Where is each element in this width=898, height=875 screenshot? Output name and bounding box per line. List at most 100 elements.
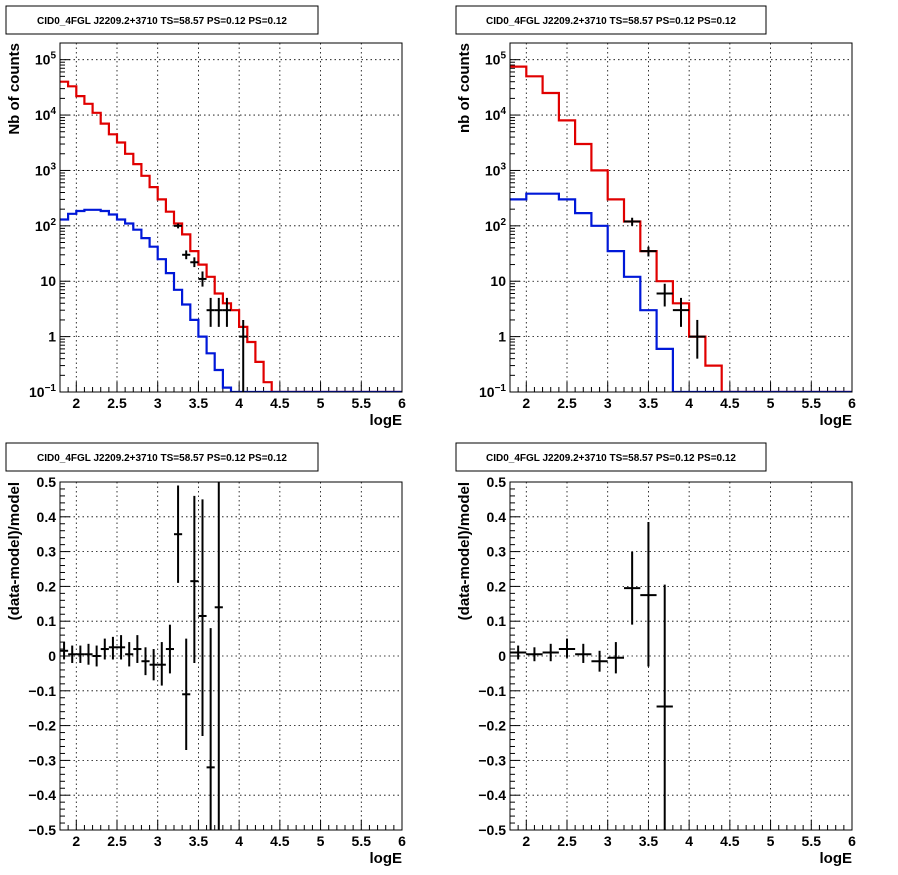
plot-content [510, 522, 673, 830]
x-tick-label: 4.5 [720, 395, 740, 411]
x-tick-label: 3 [154, 395, 162, 411]
x-tick-label: 2 [522, 833, 530, 849]
panel-title: CID0_4FGL J2209.2+3710 TS=58.57 PS=0.12 … [37, 453, 287, 464]
x-tick-label: 4 [685, 833, 693, 849]
y-tick-label: −0.2 [28, 718, 56, 734]
y-axis-label: (data-model)/model [456, 482, 473, 620]
series-errorbars [174, 223, 248, 392]
panel-title-box [455, 442, 767, 472]
x-tick-label: 3.5 [189, 833, 209, 849]
x-tick-label: 2 [72, 395, 80, 411]
x-tick-label: 4.5 [270, 833, 290, 849]
y-tick-label: 1 [498, 329, 506, 345]
y-tick-label: 0.5 [37, 474, 57, 490]
panel-title-box [455, 5, 767, 35]
y-tick-label: 10 [490, 273, 506, 289]
y-tick-label: 0.1 [37, 613, 57, 629]
x-tick-label: 3 [604, 833, 612, 849]
grid [60, 43, 402, 392]
y-tick-label: 105 [485, 51, 507, 68]
x-axis-label: logE [820, 412, 853, 429]
series-step-2 [510, 192, 852, 392]
series-step-2 [60, 208, 402, 392]
x-tick-label: 5.5 [352, 833, 372, 849]
plot-area [60, 43, 402, 392]
x-tick-label: 4 [235, 395, 243, 411]
plot-area [510, 43, 852, 392]
plot-frame [509, 481, 853, 831]
y-tick-label: 0.5 [487, 474, 507, 490]
y-tick-label: 0 [498, 648, 506, 664]
x-tick-label: 6 [398, 833, 406, 849]
x-tick-label: 6 [848, 833, 856, 849]
x-tick-label: 5.5 [802, 395, 822, 411]
x-tick-label: 5.5 [802, 833, 822, 849]
y-tick-label: 105 [35, 51, 57, 68]
y-tick-label: 0.2 [487, 578, 507, 594]
x-tick-label: 2.5 [557, 833, 577, 849]
y-tick-label: −0.1 [28, 683, 56, 699]
y-tick-label: −0.2 [478, 718, 506, 734]
x-tick-label: 5 [767, 833, 775, 849]
y-tick-label: 0.3 [487, 544, 507, 560]
x-tick-label: 3.5 [639, 833, 659, 849]
panel-title: CID0_4FGL J2209.2+3710 TS=58.57 PS=0.12 … [486, 16, 736, 27]
x-tick-label: 3 [154, 833, 162, 849]
x-tick-label: 4 [235, 833, 243, 849]
y-tick-label: 104 [35, 106, 57, 123]
grid [510, 43, 852, 392]
plot-frame [59, 481, 403, 831]
x-tick-label: 4.5 [720, 833, 740, 849]
x-tick-label: 4.5 [270, 395, 290, 411]
panel-title-box [5, 5, 319, 35]
plot-content [510, 65, 852, 392]
x-tick-label: 5.5 [352, 395, 372, 411]
x-tick-label: 2 [72, 833, 80, 849]
x-tick-label: 3 [604, 395, 612, 411]
x-axis-label: logE [370, 412, 403, 429]
ticks [59, 42, 403, 393]
y-tick-label: 103 [35, 161, 57, 178]
plot-content [60, 80, 402, 392]
y-tick-label: 10−1 [479, 383, 506, 400]
panel-3: CID0_4FGL J2209.2+3710 TS=58.57 PS=0.12 … [5, 442, 406, 867]
y-tick-label: 103 [485, 161, 507, 178]
y-tick-label: 102 [35, 217, 57, 234]
y-tick-label: −0.3 [28, 752, 56, 768]
y-tick-label: 0.4 [487, 509, 507, 525]
x-tick-label: 5 [317, 395, 325, 411]
y-tick-label: 104 [485, 106, 507, 123]
grid [60, 482, 402, 830]
y-tick-label: 10−1 [29, 383, 56, 400]
y-tick-label: −0.4 [478, 787, 506, 803]
x-tick-label: 6 [848, 395, 856, 411]
series-step-1 [60, 80, 402, 392]
y-tick-label: 0.2 [37, 578, 57, 594]
plot-frame [509, 42, 853, 393]
panel-title-box [5, 442, 319, 472]
x-tick-label: 2.5 [107, 833, 127, 849]
plot-frame [59, 42, 403, 393]
series-errorbars [624, 217, 706, 359]
y-tick-label: 10 [40, 273, 56, 289]
y-tick-label: 1 [48, 329, 56, 345]
panel-title: CID0_4FGL J2209.2+3710 TS=58.57 PS=0.12 … [37, 16, 287, 27]
x-axis-label: logE [370, 850, 403, 867]
y-tick-label: 0 [48, 648, 56, 664]
y-tick-label: 102 [485, 217, 507, 234]
y-tick-label: −0.5 [28, 822, 56, 838]
y-tick-label: −0.3 [478, 752, 506, 768]
y-tick-label: 0.4 [37, 509, 57, 525]
y-tick-label: 0.3 [37, 544, 57, 560]
x-tick-label: 3.5 [639, 395, 659, 411]
x-axis-label: logE [820, 850, 853, 867]
series-errorbars [510, 522, 673, 830]
y-axis-label: Nb of counts [6, 43, 23, 135]
series-step-1 [510, 65, 852, 392]
x-tick-label: 3.5 [189, 395, 209, 411]
x-tick-label: 2.5 [107, 395, 127, 411]
x-tick-label: 6 [398, 395, 406, 411]
plot-content [60, 482, 223, 830]
x-tick-label: 2 [522, 395, 530, 411]
